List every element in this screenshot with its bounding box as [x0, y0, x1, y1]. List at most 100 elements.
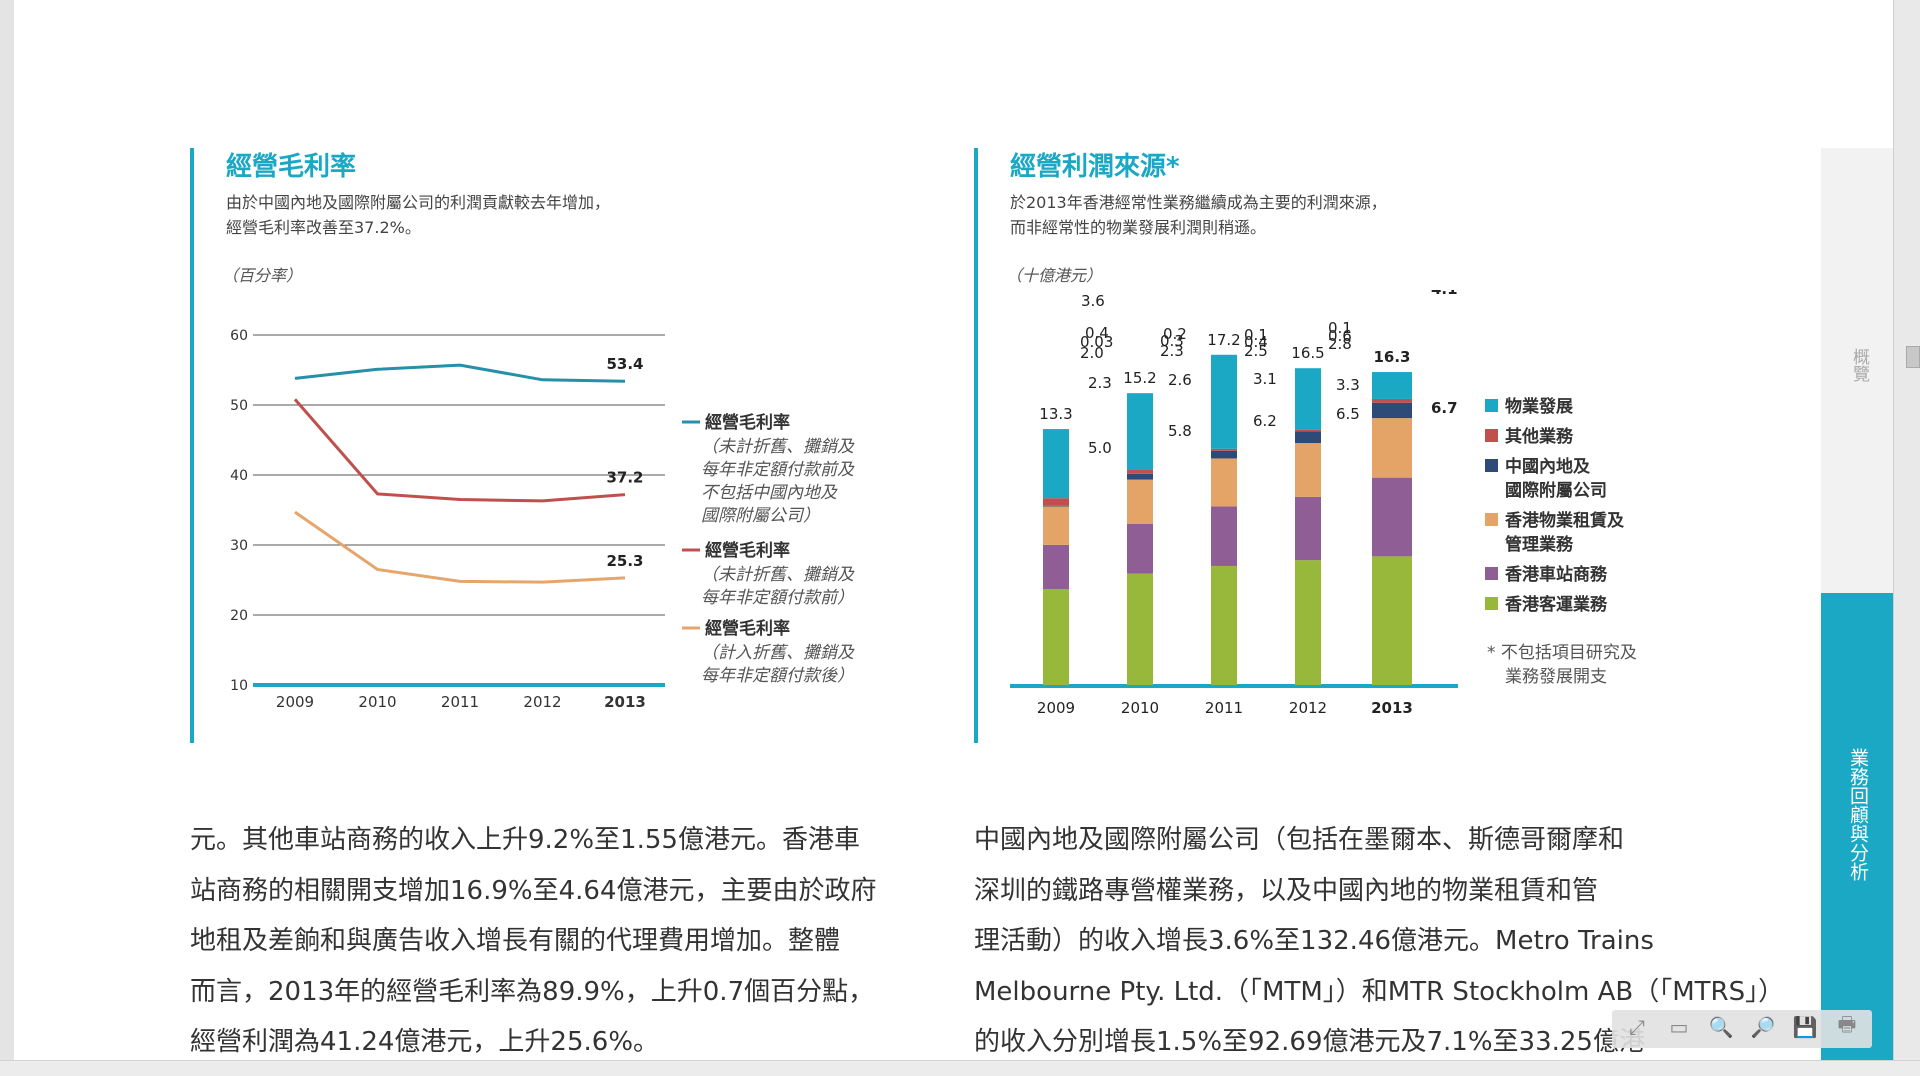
- bar-segment: [1211, 448, 1237, 451]
- segment-value-label: 2.3: [1088, 374, 1112, 392]
- series-line: [294, 363, 626, 383]
- fit-width-icon[interactable]: ▭: [1669, 1015, 1689, 1039]
- legend-label: 經營毛利率: [705, 412, 790, 433]
- bar-total-label: 13.3: [1039, 405, 1072, 423]
- legend-label: 國際附屬公司: [1505, 480, 1607, 501]
- zoom-out-icon[interactable]: 🔍: [1708, 1015, 1734, 1039]
- bar-segment: [1372, 398, 1412, 403]
- left-chart-unit: （百分率）: [222, 266, 303, 285]
- segment-value-label: 5.0: [1088, 439, 1112, 457]
- body-line: 而言，2013年的經營毛利率為89.9%，上升0.7個百分點，: [190, 976, 875, 1007]
- y-tick-label: 50: [230, 398, 248, 414]
- data-label: 37.2: [606, 469, 643, 487]
- x-tick-label: 2011: [1205, 699, 1243, 717]
- vertical-scrollbar[interactable]: [1893, 0, 1920, 1075]
- bar-segment: [1211, 506, 1237, 566]
- bar-total-label: 16.5: [1291, 344, 1324, 362]
- body-line: 地租及差餉和與廣告收入增長有關的代理費用增加。整體: [190, 926, 841, 956]
- left-panel-subtitle: 由於中國內地及國際附屬公司的利潤貢獻較去年增加， 經營毛利率改善至37.2%。: [226, 190, 610, 240]
- bar-segment: [1295, 431, 1321, 444]
- left-panel-title: 經營毛利率: [226, 152, 357, 182]
- bar-segment: [1372, 418, 1412, 478]
- left-panel-accent-bar: [190, 148, 194, 743]
- bar-segment: [1043, 498, 1069, 506]
- legend-note: （未計折舊、攤銷及: [701, 437, 855, 457]
- legend-swatch: [1485, 459, 1498, 472]
- legend-swatch: [1485, 399, 1498, 412]
- segment-value-label: 0.3: [1160, 332, 1184, 350]
- legend-note: 不包括中國內地及: [701, 483, 838, 503]
- legend-swatch: [1485, 513, 1498, 526]
- legend-note: 每年非定額付款前及: [701, 460, 855, 480]
- legend-label: 香港車站商務: [1505, 564, 1608, 585]
- y-tick-label: 30: [230, 538, 248, 554]
- bar-segment: [1372, 477, 1412, 557]
- legend-note: （未計折舊、攤銷及: [701, 565, 855, 585]
- segment-value-label: 2.0: [1080, 344, 1104, 362]
- segment-value-label: 3.3: [1336, 376, 1360, 394]
- legend-label: 管理業務: [1505, 534, 1574, 555]
- y-tick-label: 60: [230, 328, 248, 344]
- segment-value-label: 0.03: [1080, 333, 1113, 351]
- body-text-left-column: 元。其他車站商務的收入上升9.2%至1.55億港元。香港車 站商務的相關開支增加…: [190, 815, 877, 1068]
- body-line: 深圳的鐵路專營權業務，以及中國內地的物業租賃和管: [974, 875, 1599, 906]
- tab-overview-label: 概覽: [1849, 348, 1869, 382]
- bar-segment: [1043, 505, 1069, 507]
- subtitle-line: 由於中國內地及國際附屬公司的利潤貢獻較去年增加，: [226, 193, 611, 212]
- body-line: 站商務的相關開支增加16.9%至4.64億港元，主要由於政府: [190, 875, 877, 906]
- body-line: 中國內地及國際附屬公司（包括在墨爾本、斯德哥爾摩和: [974, 825, 1625, 855]
- bar-segment: [1211, 354, 1237, 449]
- profit-source-bar-chart: 13.3 2009 15.2 2010 17.2 2011 16.5 2012 16.3 2013…: [1010, 290, 1637, 717]
- viewer-toolbar: ⤢ ▭ 🔍 🔎 💾 🖶: [1612, 1010, 1872, 1048]
- bar-segment: [1127, 473, 1153, 480]
- bar-segment: [1372, 556, 1412, 685]
- right-panel-subtitle: 於2013年香港經常性業務繼續成為主要的利潤來源， 而非經常性的物業發展利潤則稍…: [1010, 190, 1387, 240]
- bar-segment: [1127, 469, 1153, 474]
- segment-value-label: 0.1: [1328, 319, 1352, 337]
- x-tick-label: 2012: [1289, 699, 1327, 717]
- scrollbar-thumb[interactable]: [1906, 346, 1920, 368]
- bar-segment: [1043, 544, 1069, 589]
- x-tick-label: 2010: [358, 693, 396, 711]
- bar-segment: [1127, 523, 1153, 574]
- legend-note: 每年非定額付款後）: [701, 666, 854, 686]
- legend-label: 其他業務: [1505, 426, 1574, 447]
- y-tick-label: 40: [230, 468, 248, 484]
- body-line: 的收入分別增長1.5%至92.69億港元及7.1%至33.25億港: [974, 1027, 1645, 1057]
- segment-value-label: 0.6: [1328, 327, 1352, 345]
- series-line: [294, 510, 626, 584]
- legend-note: 國際附屬公司）: [701, 506, 820, 526]
- segment-value-label: 6.2: [1253, 412, 1277, 430]
- bar-segment: [1043, 506, 1069, 545]
- bar-total-label: 15.2: [1123, 369, 1156, 387]
- right-panel-accent-bar: [974, 148, 978, 743]
- legend-swatch: [1485, 567, 1498, 580]
- legend-label: 經營毛利率: [705, 540, 790, 561]
- bar-segment: [1211, 450, 1237, 459]
- segment-value-label: 2.3: [1160, 342, 1184, 360]
- legend-label: 中國內地及: [1505, 456, 1591, 477]
- body-line: 理活動）的收入增長3.6%至132.46億港元。Metro Trains: [974, 926, 1654, 956]
- fit-page-icon[interactable]: ⤢: [1629, 1015, 1645, 1039]
- x-tick-label: 2009: [1037, 699, 1075, 717]
- bar-segment: [1295, 560, 1321, 685]
- bar-segment: [1211, 565, 1237, 685]
- bar-segment: [1043, 589, 1069, 685]
- segment-value-label: 5.8: [1168, 422, 1192, 440]
- print-icon[interactable]: 🖶: [1837, 1012, 1857, 1036]
- segment-value-label: 6.5: [1336, 405, 1360, 423]
- tab-business-review[interactable]: 業務回顧與分析: [1821, 593, 1893, 1060]
- legend-label: 香港客運業務: [1505, 594, 1608, 615]
- bar-total-label: 16.3: [1373, 348, 1410, 366]
- tab-overview[interactable]: 概覽: [1821, 148, 1893, 593]
- legend-label: 香港物業租賃及: [1505, 510, 1625, 531]
- viewer-left-margin: [0, 0, 14, 1075]
- horizontal-scrollbar[interactable]: [0, 1060, 1920, 1076]
- x-tick-label: 2013: [1371, 699, 1413, 717]
- save-icon[interactable]: 💾: [1792, 1015, 1818, 1039]
- segment-value-label: 0.1: [1244, 326, 1268, 344]
- zoom-in-icon[interactable]: 🔎: [1750, 1015, 1776, 1039]
- subtitle-line: 經營毛利率改善至37.2%。: [226, 218, 421, 237]
- subtitle-line: 於2013年香港經常性業務繼續成為主要的利潤來源，: [1010, 193, 1387, 212]
- legend-label: 物業發展: [1505, 396, 1573, 417]
